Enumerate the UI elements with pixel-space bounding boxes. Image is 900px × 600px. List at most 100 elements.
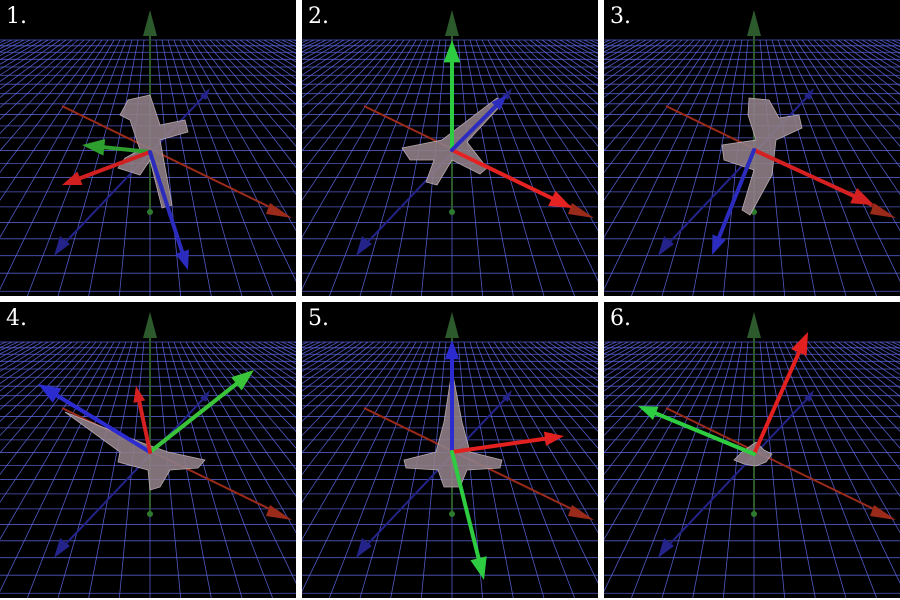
world-blue-arrowhead-far: [200, 390, 210, 402]
grid-line: [493, 341, 598, 498]
grid-line: [807, 341, 900, 449]
grid-line: [499, 341, 598, 470]
grid-line: [302, 39, 393, 135]
local-blue-arrow: [712, 148, 756, 255]
grid-line: [215, 341, 296, 419]
world-green-arrowhead: [445, 10, 459, 36]
grid-line: [328, 341, 429, 598]
local-red-arrow-shaft: [450, 148, 554, 201]
grid-line: [457, 39, 484, 296]
world-blue-arrowhead-far: [804, 390, 814, 402]
origin-marker: [449, 209, 455, 215]
grid-line: [221, 341, 296, 407]
world-red-arrowhead: [870, 505, 896, 520]
grid-line: [302, 39, 411, 201]
grid-line: [167, 39, 243, 296]
local-red-arrow-head: [548, 190, 572, 208]
grid-line: [302, 39, 381, 109]
grid-line: [819, 39, 900, 117]
world-red-arrowhead: [266, 203, 292, 218]
world-green-arrowhead: [143, 10, 157, 36]
world-blue-axis: [363, 395, 509, 549]
grid-line: [302, 39, 423, 291]
world-green-arrowhead: [445, 312, 459, 338]
grid-line: [185, 341, 296, 534]
grid-line: [420, 341, 447, 598]
grid-line: [511, 341, 598, 432]
local-blue-arrow: [450, 95, 507, 152]
grid-line: [529, 39, 598, 95]
world-red-arrowhead: [568, 203, 594, 218]
grid-line: [191, 341, 296, 498]
grid-line: [390, 39, 441, 296]
grid-line: [505, 39, 598, 147]
local-blue-arrow-shaft: [717, 148, 756, 240]
local-blue-arrow: [38, 384, 152, 454]
grid-line: [777, 39, 878, 296]
local-red-arrow-shaft: [450, 436, 547, 454]
grid-line: [302, 341, 417, 541]
grid-line: [227, 39, 296, 95]
grid-line: [215, 39, 296, 117]
local-blue-arrow: [444, 340, 460, 454]
world-blue-arrowhead: [658, 236, 674, 256]
grid-line: [0, 39, 91, 135]
grid-line: [604, 39, 719, 239]
grid-line: [604, 39, 695, 135]
grid-line: [26, 341, 127, 598]
grid-line: [302, 341, 381, 411]
local-green-arrow: [148, 370, 254, 454]
grid-line: [0, 341, 73, 401]
grid-line: [604, 341, 689, 422]
grid-line: [604, 341, 671, 392]
grid-line: [118, 39, 145, 296]
scene-4: [0, 302, 296, 598]
grid-line: [0, 39, 85, 120]
grid-line: [825, 341, 900, 407]
local-green-arrow: [82, 138, 152, 156]
grid-line: [302, 341, 399, 454]
grid-line: [173, 39, 274, 296]
grid-line: [179, 39, 296, 282]
local-red-arrow-shaft: [137, 399, 152, 454]
local-red-arrow: [450, 431, 564, 454]
grid-line: [0, 39, 121, 291]
panel-number-label: 5.: [308, 306, 329, 331]
panel-number-label: 2.: [308, 4, 329, 29]
grid-line: [511, 39, 598, 130]
grid-line: [789, 39, 900, 232]
grid-line: [88, 39, 139, 296]
scene-5: [302, 302, 598, 598]
grid-line: [469, 39, 545, 296]
grid-line: [604, 39, 725, 291]
world-blue-arrowhead-far: [200, 88, 210, 100]
scene-3: [604, 0, 900, 296]
grid-line: [535, 341, 598, 389]
grid-line: [359, 341, 435, 598]
grid-line: [604, 341, 701, 454]
local-red-arrow-head: [62, 171, 83, 185]
world-red-arrowhead: [870, 203, 896, 218]
grid-line: [302, 39, 399, 152]
grid-line: [302, 39, 417, 239]
grid-line: [813, 341, 900, 432]
origin-marker: [449, 511, 455, 517]
local-red-arrow: [752, 148, 874, 205]
grid-line: [0, 341, 67, 392]
grid-line: [630, 341, 731, 598]
grid-line: [302, 341, 369, 392]
panel-4: 4.: [0, 302, 296, 598]
world-blue-axis: [665, 395, 811, 549]
grid-line: [765, 39, 816, 296]
grid-line: [604, 341, 719, 541]
grid-line: [0, 39, 97, 152]
grid-line: [813, 39, 900, 130]
local-green-arrow-shaft: [102, 145, 152, 154]
world-red-arrowhead: [266, 505, 292, 520]
world-axes: [658, 312, 896, 558]
grid-line: [529, 341, 598, 397]
grid-line: [517, 39, 598, 117]
grid-line: [0, 39, 109, 201]
grid-line: [155, 39, 182, 296]
